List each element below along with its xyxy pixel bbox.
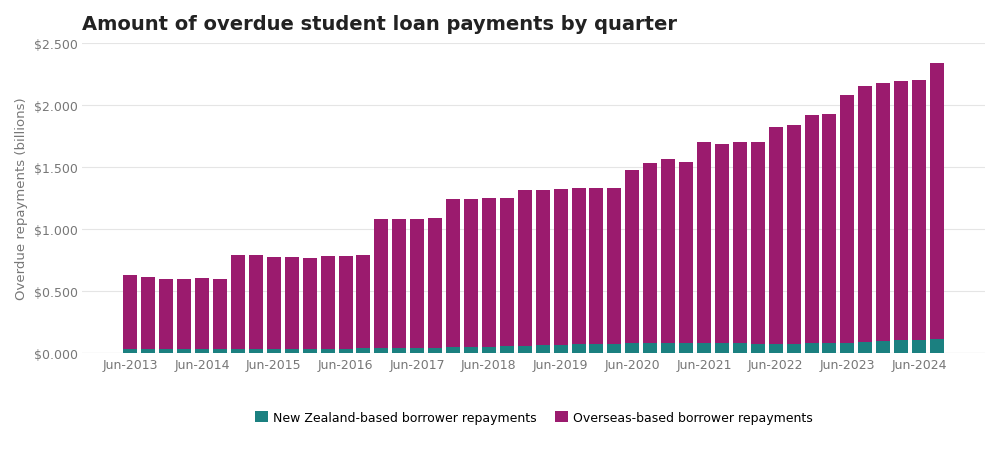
Bar (159, 279, 173, 349)
Bar (912, 80, 926, 340)
Bar (554, 345, 568, 353)
Bar (356, 349, 370, 353)
Bar (518, 190, 532, 346)
Bar (392, 348, 406, 353)
Bar (607, 344, 621, 353)
Bar (894, 341, 908, 353)
Bar (321, 257, 335, 349)
Bar (159, 349, 173, 353)
Bar (392, 219, 406, 348)
Bar (751, 142, 765, 344)
Bar (410, 348, 424, 353)
Bar (177, 349, 191, 353)
Bar (769, 344, 783, 353)
Bar (267, 349, 281, 353)
Bar (840, 343, 854, 353)
Bar (858, 87, 872, 342)
Bar (482, 198, 496, 347)
Bar (285, 258, 299, 349)
Bar (231, 349, 245, 353)
Bar (751, 344, 765, 353)
Bar (715, 144, 729, 343)
Bar (446, 347, 460, 353)
Bar (356, 255, 370, 349)
Bar (303, 349, 317, 353)
Bar (195, 349, 209, 353)
Text: Amount of overdue student loan payments by quarter: Amount of overdue student loan payments … (82, 15, 677, 34)
Bar (339, 257, 353, 349)
Bar (267, 257, 281, 349)
Y-axis label: Overdue repayments (billions): Overdue repayments (billions) (15, 97, 28, 299)
Bar (589, 189, 603, 344)
Bar (787, 126, 801, 344)
Bar (733, 343, 747, 353)
Bar (536, 190, 550, 346)
Bar (374, 349, 388, 353)
Bar (518, 346, 532, 353)
Bar (303, 258, 317, 349)
Bar (643, 163, 657, 343)
Bar (123, 349, 137, 353)
Bar (661, 343, 675, 353)
Bar (697, 343, 711, 353)
Bar (213, 280, 227, 349)
Bar (195, 279, 209, 349)
Bar (679, 343, 693, 353)
Bar (625, 171, 639, 343)
Bar (840, 96, 854, 343)
Bar (536, 346, 550, 353)
Bar (805, 116, 819, 343)
Bar (679, 163, 693, 343)
Bar (482, 347, 496, 353)
Bar (876, 84, 890, 341)
Bar (822, 343, 836, 353)
Bar (661, 160, 675, 343)
Bar (769, 128, 783, 344)
Bar (285, 349, 299, 353)
Bar (589, 344, 603, 353)
Bar (572, 345, 586, 353)
Bar (339, 349, 353, 353)
Bar (787, 344, 801, 353)
Bar (930, 340, 944, 353)
Bar (607, 188, 621, 344)
Bar (464, 199, 478, 347)
Bar (805, 343, 819, 353)
Bar (930, 64, 944, 340)
Bar (374, 219, 388, 349)
Bar (894, 81, 908, 341)
Bar (643, 343, 657, 353)
Bar (213, 349, 227, 353)
Bar (321, 349, 335, 353)
Bar (446, 199, 460, 347)
Bar (428, 218, 442, 348)
Bar (231, 256, 245, 349)
Bar (697, 142, 711, 343)
Bar (715, 343, 729, 353)
Bar (428, 348, 442, 353)
Bar (500, 198, 514, 346)
Bar (625, 343, 639, 353)
Bar (500, 346, 514, 353)
Bar (249, 255, 263, 349)
Bar (177, 280, 191, 349)
Bar (249, 349, 263, 353)
Bar (141, 349, 155, 353)
Bar (141, 277, 155, 349)
Bar (464, 347, 478, 353)
Bar (123, 275, 137, 349)
Bar (858, 342, 872, 353)
Bar (733, 143, 747, 343)
Bar (572, 189, 586, 345)
Legend: New Zealand-based borrower repayments, Overseas-based borrower repayments: New Zealand-based borrower repayments, O… (250, 406, 817, 429)
Bar (876, 341, 890, 353)
Bar (554, 189, 568, 345)
Bar (912, 340, 926, 353)
Bar (410, 219, 424, 348)
Bar (822, 115, 836, 343)
